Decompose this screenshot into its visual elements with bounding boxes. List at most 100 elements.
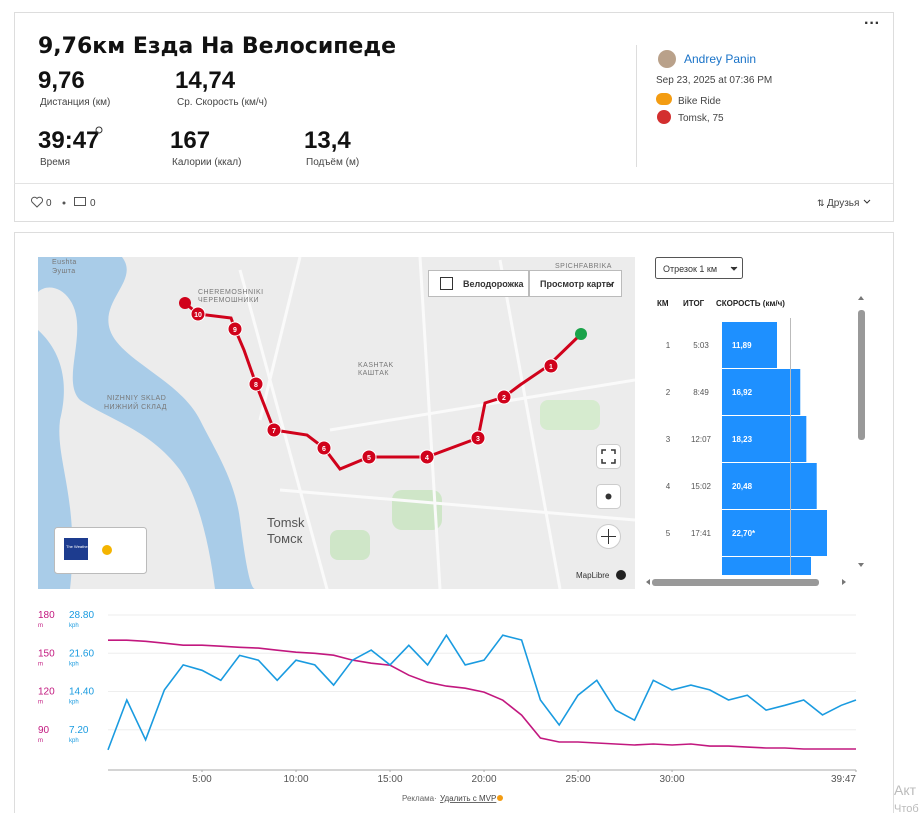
km-marker-label: 5: [367, 455, 371, 462]
stat-value: 39:47: [38, 127, 99, 154]
fullscreen-icon: [601, 449, 616, 464]
km-marker-label: 2: [502, 395, 506, 402]
split-selector[interactable]: [655, 257, 743, 279]
split-km: 2: [666, 388, 671, 397]
y-unit: m: [38, 661, 43, 667]
stat-label: Ср. Скорость (км/ч): [177, 97, 267, 108]
roads: [238, 257, 635, 589]
series-line: [107, 633, 857, 751]
elevation-speed-chart: 90 m 120 m 150 m 180 m 7.20 kph 14.40 kph 21.60 kph 28…: [38, 610, 857, 785]
place-label: Эушта: [52, 268, 76, 275]
activity-type: Bike Ride: [678, 96, 721, 107]
stat-value: 167: [170, 127, 210, 154]
y-unit: m: [38, 738, 43, 744]
separator: ·: [434, 794, 437, 803]
splits-table: КМ ИТОГ СКОРОСТЬ (км/ч) 1 5:03 11,89 2 8:49 16,9…: [657, 299, 827, 575]
km-marker: [266, 422, 282, 438]
km-marker: [190, 306, 206, 322]
river: [38, 257, 255, 589]
x-tick-label: 5:00: [192, 774, 212, 785]
x-tick-label: 25:00: [566, 774, 591, 785]
split-header: ИТОГ: [683, 299, 705, 308]
like-icon[interactable]: [30, 196, 44, 208]
stat-value: 9,76: [38, 67, 85, 94]
x-tick-label: 15:00: [378, 774, 403, 785]
km-marker-label: 10: [194, 312, 202, 319]
split-bar-partial: [722, 557, 811, 575]
visibility-icon: ⇅: [817, 198, 825, 208]
km-marker: [470, 430, 486, 446]
visibility[interactable]: Друзья: [827, 198, 859, 209]
mvp-icon: [497, 795, 503, 801]
place-label: ЧЕРЕМОШНИКИ: [198, 297, 259, 304]
more-menu[interactable]: ···: [864, 15, 880, 32]
park: [540, 400, 600, 430]
stat-label: Время: [40, 157, 70, 168]
x-tick-label: 10:00: [284, 774, 309, 785]
stat-label: Подъём (м): [306, 157, 359, 168]
finish-marker: [179, 297, 191, 309]
y2-unit: kph: [69, 738, 79, 744]
place-label: KASHTAK: [358, 362, 394, 369]
place-label: Eushta: [52, 259, 77, 266]
checkbox[interactable]: [440, 277, 453, 290]
km-marker-label: 7: [272, 428, 276, 435]
split-speed: 11,89: [732, 341, 752, 350]
map-attribution[interactable]: MapLibre: [576, 571, 610, 580]
athlete-name[interactable]: Andrey Panin: [684, 52, 756, 66]
location-icon: [657, 110, 671, 124]
summary-card: [14, 12, 894, 222]
watermark: Акт: [894, 782, 917, 798]
stat-value: 14,74: [175, 67, 236, 94]
start-marker: [575, 328, 587, 340]
fullscreen-button[interactable]: [596, 444, 621, 469]
chevron: [863, 199, 871, 204]
km-marker-label: 9: [233, 327, 237, 334]
watermark: Чтоб: [894, 803, 919, 813]
place-label: NIZHNIY SKLAD: [107, 395, 166, 402]
series-line: [108, 639, 856, 750]
split-total: 5:03: [693, 341, 709, 350]
remove-ads-link[interactable]: Удалить с MVP: [440, 794, 496, 803]
fit-icon: [605, 493, 612, 500]
avatar[interactable]: [658, 50, 676, 68]
map-view-button[interactable]: [529, 270, 622, 297]
km-marker: [361, 449, 377, 465]
place-label: Tomsk: [267, 515, 305, 530]
y2-unit: kph: [69, 700, 79, 706]
km-marker-label: 1: [549, 364, 553, 371]
scrollbar-thumb[interactable]: [858, 310, 865, 440]
ad-label: Реклама: [402, 794, 435, 803]
y-tick-label: 90: [38, 725, 50, 736]
place-label: SPICHFABRIKA: [555, 263, 612, 270]
stat-value: 13,4: [304, 127, 351, 154]
split-bar: [722, 369, 801, 415]
comment-icon[interactable]: [74, 197, 86, 206]
split-km: 5: [666, 529, 671, 538]
split-km: 1: [666, 341, 671, 350]
map-view-label: Просмотр карты: [540, 279, 614, 289]
km-marker-label: 8: [254, 382, 258, 389]
split-total: 15:02: [691, 482, 712, 491]
split-speed: 18,23: [732, 435, 753, 444]
split-header: КМ: [657, 299, 669, 308]
bike-lane-label: Велодорожка: [463, 279, 524, 289]
place-label: CHEREMOSHNIKI: [198, 289, 264, 296]
y-unit: m: [38, 623, 43, 629]
chevron: [730, 266, 738, 271]
place-label: Томск: [267, 531, 303, 546]
weather-logo: [64, 538, 88, 560]
km-marker: [419, 449, 435, 465]
x-tick-label: 39:47: [831, 774, 856, 785]
x-tick-label: 30:00: [660, 774, 685, 785]
km-markers: 1 2 3 4 5 6 7 8 9 10: [190, 306, 559, 465]
h-scrollbar-thumb[interactable]: [652, 579, 819, 586]
info-icon[interactable]: [616, 570, 626, 580]
km-marker-label: 6: [322, 446, 326, 453]
split-speed: 16,92: [732, 388, 753, 397]
km-marker: [543, 358, 559, 374]
activity-icon: [656, 93, 672, 105]
split-km: 4: [666, 482, 671, 491]
